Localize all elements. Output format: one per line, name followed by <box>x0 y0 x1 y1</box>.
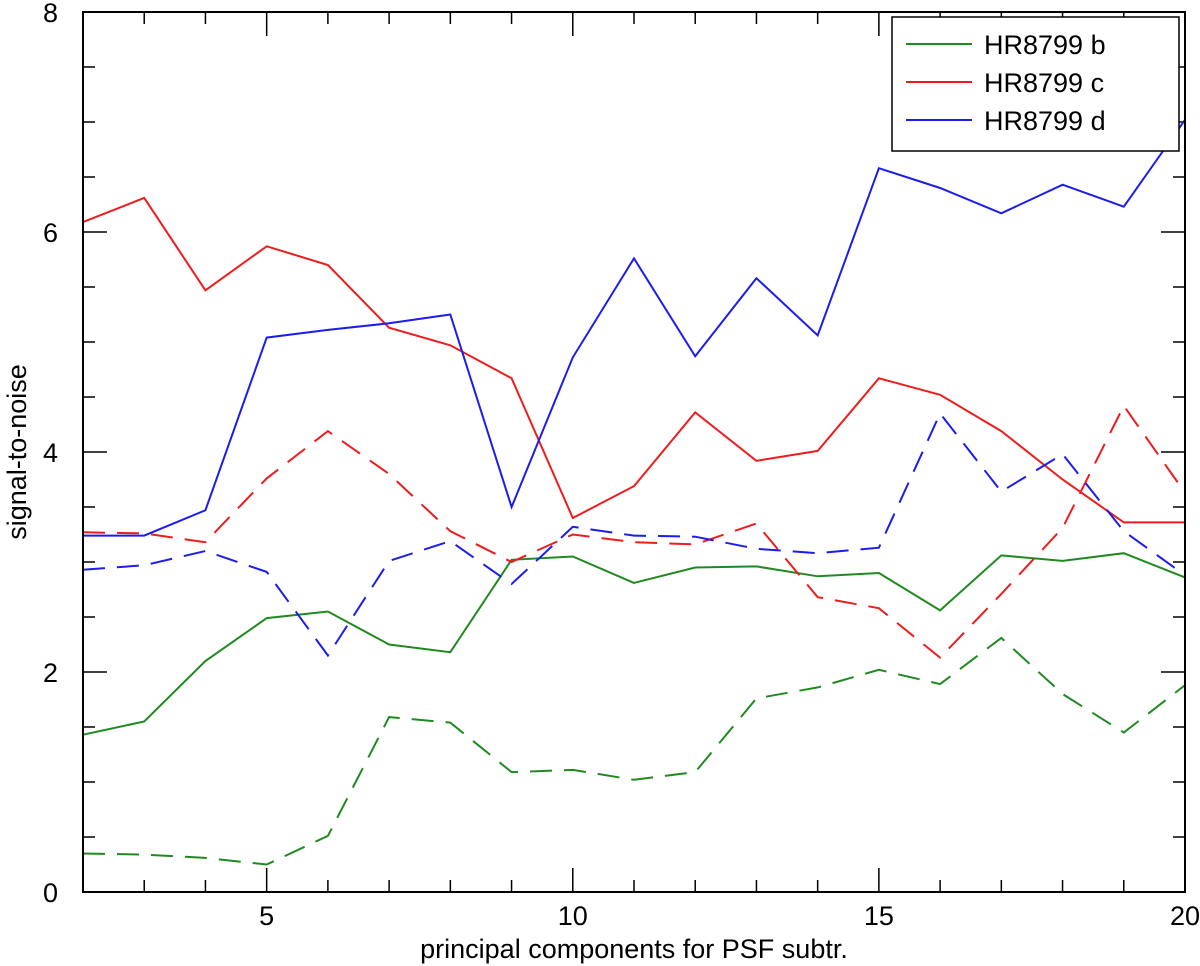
x-tick-label: 5 <box>259 901 274 931</box>
series-line-3-dashed <box>82 636 1186 866</box>
series-line-0-solid <box>82 552 1186 736</box>
legend: HR8799 b HR8799 c HR8799 d <box>891 16 1180 152</box>
y-tick-label: 8 <box>43 0 58 28</box>
series-line-4-dashed <box>82 403 1186 660</box>
x-tick-label: 10 <box>558 901 588 931</box>
legend-label: HR8799 d <box>984 106 1106 136</box>
legend-box <box>891 16 1180 152</box>
x-axis-label: principal components for PSF subtr. <box>420 934 848 964</box>
x-tick-label: 15 <box>864 901 894 931</box>
y-axis-label: signal-to-noise <box>2 364 32 540</box>
tick-labels: 5 10 15 20 0 2 4 6 8 <box>43 0 1200 931</box>
series-line-1-solid <box>82 196 1185 524</box>
plot-frame <box>82 11 1186 893</box>
y-tick-label: 4 <box>43 438 58 468</box>
y-tick-label: 0 <box>43 878 58 908</box>
series-layer <box>82 119 1186 866</box>
legend-label: HR8799 b <box>984 30 1106 60</box>
y-tick-label: 6 <box>43 218 58 248</box>
legend-label: HR8799 c <box>984 68 1104 98</box>
series-line-2-solid <box>83 119 1186 537</box>
y-tick-label: 2 <box>43 658 58 688</box>
x-tick-label: 20 <box>1170 901 1200 931</box>
series-line-5-dashed <box>82 411 1186 658</box>
